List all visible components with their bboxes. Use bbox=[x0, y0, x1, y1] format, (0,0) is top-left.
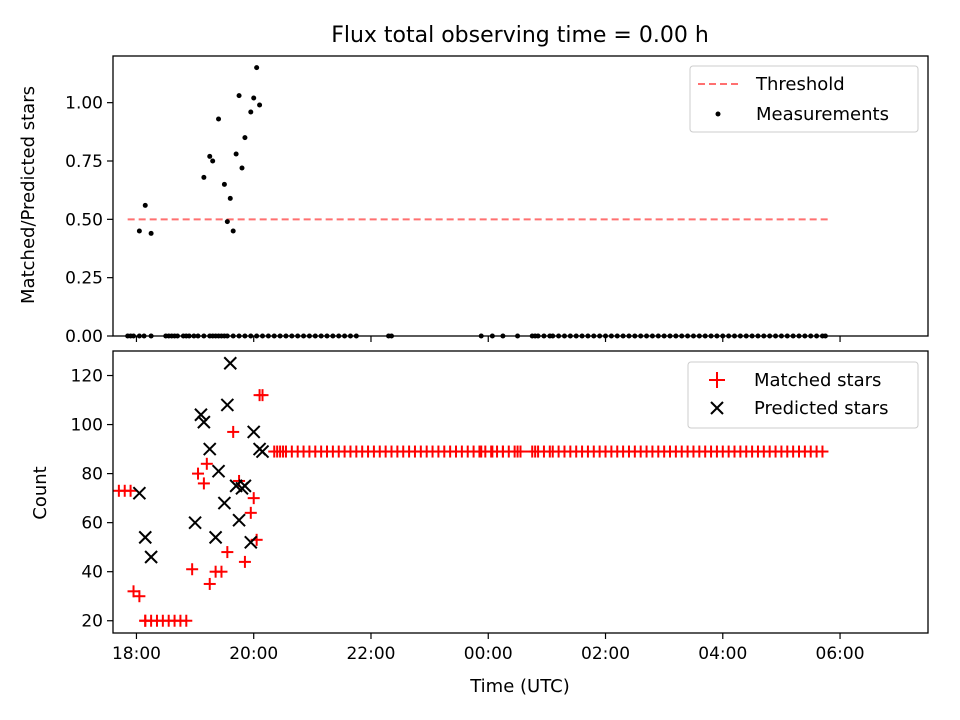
matched-star-point bbox=[486, 445, 499, 458]
predicted-star-point bbox=[223, 356, 237, 370]
axes-frame bbox=[112, 55, 929, 337]
matched-star-point bbox=[215, 565, 228, 578]
measurement-point bbox=[242, 135, 248, 141]
predicted-stars-legend-swatch bbox=[710, 401, 724, 415]
matched-star-point bbox=[247, 492, 260, 505]
measurement-point bbox=[136, 228, 142, 234]
predicted-star-point bbox=[211, 464, 226, 478]
x-tick-label: 18:00 bbox=[112, 644, 161, 664]
predicted-star-point bbox=[220, 398, 235, 412]
y-tick-label: 0.25 bbox=[65, 269, 103, 289]
measurement-point bbox=[210, 158, 216, 164]
x-tick-label: 06:00 bbox=[816, 644, 865, 664]
top-legend-box bbox=[689, 65, 919, 133]
matched-star-point bbox=[511, 445, 524, 458]
matched-star-point bbox=[186, 563, 199, 576]
predicted-star-point bbox=[203, 442, 217, 456]
bottom-axes: 20 40 60 80 100 120 18:00 20:00 22:00 00:00 02:00 0… bbox=[30, 350, 929, 697]
y-tick-label: 60 bbox=[81, 514, 103, 534]
x-tick-label: 22:00 bbox=[346, 644, 395, 664]
predicted-star-point bbox=[217, 496, 232, 510]
predicted-stars-legend-label: Predicted stars bbox=[754, 398, 888, 419]
top-chart-title: Flux total observing time = 0.00 h bbox=[331, 23, 709, 48]
top-axes: 0.00 0.25 0.50 0.75 1.00 Matched/Predicted s… bbox=[18, 55, 929, 347]
predicted-star-point bbox=[208, 530, 223, 545]
predicted-star-point bbox=[247, 425, 261, 439]
x-tick-label: 04:00 bbox=[698, 644, 747, 664]
x-tick-label: 20:00 bbox=[229, 644, 278, 664]
bottom-x-axis-label: Time (UTC) bbox=[469, 676, 570, 697]
measurements-legend-label: Measurements bbox=[756, 104, 889, 125]
bottom-axis-ticks: 20 40 60 80 100 120 18:00 20:00 22:00 00:00 02:00 0… bbox=[71, 350, 929, 664]
y-tick-label: 0.00 bbox=[65, 327, 103, 347]
predicted-star-point bbox=[138, 530, 152, 545]
bottom-y-axis-label: Count bbox=[30, 466, 51, 519]
top-y-axis-label: Matched/Predicted stars bbox=[18, 86, 39, 304]
top-plot-area bbox=[125, 65, 829, 339]
y-tick-label: 1.00 bbox=[65, 94, 103, 114]
matched-star-point bbox=[192, 467, 205, 480]
matched-star-point bbox=[244, 506, 257, 519]
y-tick-label: 80 bbox=[81, 465, 103, 485]
y-tick-label: 120 bbox=[71, 367, 103, 387]
matched-stars-legend-swatch bbox=[709, 372, 725, 388]
predicted-star-point bbox=[132, 486, 147, 500]
matched-stars-legend-label: Matched stars bbox=[754, 370, 881, 391]
measurement-point bbox=[148, 230, 154, 236]
predicted-star-point bbox=[188, 515, 202, 530]
measurement-point bbox=[236, 93, 242, 99]
predicted-star-point bbox=[238, 479, 252, 493]
bottom-legend-box bbox=[687, 361, 919, 429]
matched-star-point bbox=[475, 445, 488, 458]
y-tick-label: 100 bbox=[71, 416, 103, 436]
matched-star-point bbox=[200, 457, 213, 470]
y-tick-label: 20 bbox=[81, 612, 103, 632]
measurement-point bbox=[207, 153, 213, 159]
predicted-star-point bbox=[144, 550, 158, 564]
bottom-plot-area bbox=[112, 356, 829, 627]
measurement-point bbox=[254, 65, 260, 71]
measurement-point bbox=[201, 174, 207, 180]
measurement-point bbox=[216, 116, 222, 122]
matched-star-point bbox=[197, 477, 210, 490]
predicted-star-point bbox=[244, 535, 258, 549]
measurement-point bbox=[221, 181, 227, 187]
predicted-star-point bbox=[194, 408, 208, 422]
measurement-point bbox=[230, 228, 236, 234]
matched-star-point bbox=[133, 590, 146, 603]
predicted-star-point bbox=[232, 513, 246, 527]
y-tick-label: 40 bbox=[81, 563, 103, 583]
matched-star-point bbox=[816, 445, 829, 458]
axes-frame bbox=[112, 350, 929, 634]
matched-star-point bbox=[496, 445, 509, 458]
top-axis-ticks: 0.00 0.25 0.50 0.75 1.00 bbox=[65, 55, 929, 347]
measurement-point bbox=[257, 102, 263, 108]
y-tick-label: 0.50 bbox=[65, 210, 103, 230]
matched-star-point bbox=[227, 425, 240, 438]
x-tick-label: 00:00 bbox=[464, 644, 513, 664]
threshold-legend-label: Threshold bbox=[755, 74, 845, 95]
bottom-legend: Matched stars Predicted stars bbox=[687, 361, 919, 429]
matched-star-point bbox=[221, 546, 234, 559]
measurement-point bbox=[251, 95, 257, 101]
matched-star-point bbox=[203, 577, 216, 590]
top-legend: Threshold Measurements bbox=[689, 65, 919, 133]
measurement-point bbox=[224, 219, 230, 225]
matched-star-point bbox=[124, 484, 137, 497]
y-tick-label: 0.75 bbox=[65, 152, 103, 172]
measurement-point bbox=[227, 195, 233, 201]
measurement-point bbox=[142, 202, 148, 208]
matched-star-point bbox=[238, 555, 251, 568]
matched-star-point bbox=[180, 614, 193, 627]
matched-star-point bbox=[256, 389, 269, 402]
measurement-point bbox=[239, 165, 245, 171]
measurement-point bbox=[248, 109, 254, 115]
predicted-star-point bbox=[197, 415, 211, 429]
x-tick-label: 02:00 bbox=[581, 644, 630, 664]
measurements-legend-swatch bbox=[715, 111, 721, 117]
predicted-star-point bbox=[255, 444, 270, 459]
measurement-point bbox=[233, 151, 239, 157]
